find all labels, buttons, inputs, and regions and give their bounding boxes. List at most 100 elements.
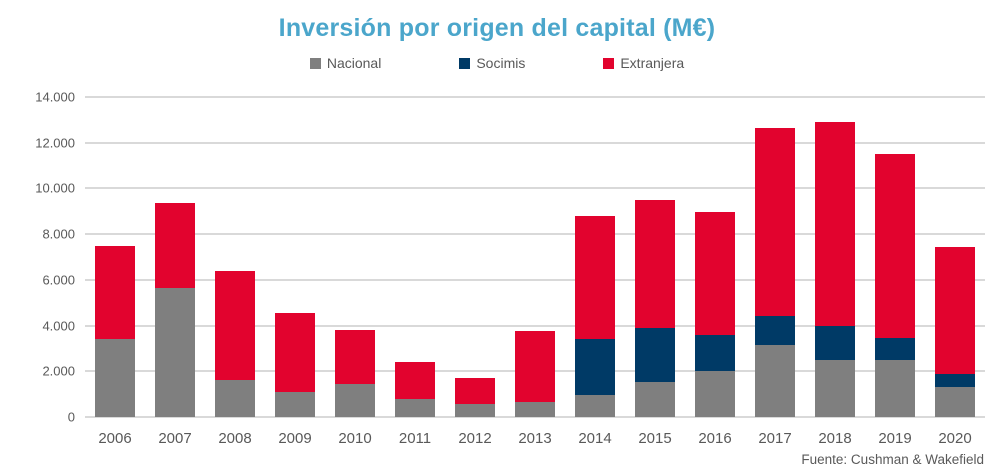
bar-segment-extranjera-2015 — [635, 199, 675, 328]
bar-stack-2011 — [395, 362, 435, 417]
x-axis-tick-2007: 2007 — [158, 430, 192, 447]
legend-label-extranjera: Extranjera — [620, 55, 685, 71]
x-axis-tick-2012: 2012 — [458, 430, 492, 447]
bar-column-2007: 2007 — [145, 97, 205, 447]
y-axis-tick-12.000: 12.000 — [35, 135, 75, 151]
bar-segment-extranjera-2008 — [215, 270, 255, 381]
bar-segment-nacional-2011 — [395, 398, 435, 417]
y-axis-tick-2.000: 2.000 — [42, 363, 75, 379]
bar-stack-2020 — [935, 246, 975, 417]
bar-segment-extranjera-2012 — [455, 378, 495, 405]
bar-segment-extranjera-2020 — [935, 246, 975, 374]
source-note: Fuente: Cushman & Wakefield — [801, 452, 984, 467]
bar-column-2018: 2018 — [805, 97, 865, 447]
bar-stack-2010 — [335, 330, 375, 417]
bar-segment-extranjera-2018 — [815, 122, 855, 326]
bar-column-2020: 2020 — [925, 97, 985, 447]
bar-column-2011: 2011 — [385, 97, 445, 447]
y-axis-tick-0: 0 — [67, 409, 75, 425]
x-axis-tick-2009: 2009 — [278, 430, 312, 447]
bar-stack-2009 — [275, 313, 315, 417]
y-axis-tick-10.000: 10.000 — [35, 180, 75, 196]
x-axis-tick-2015: 2015 — [638, 430, 672, 447]
bar-column-2010: 2010 — [325, 97, 385, 447]
bar-segment-extranjera-2017 — [755, 127, 795, 317]
bar-stack-2019 — [875, 154, 915, 417]
gridline-8.000 — [85, 233, 985, 236]
gridline-0 — [85, 416, 985, 418]
bar-column-2019: 2019 — [865, 97, 925, 447]
bar-segment-nacional-2008 — [215, 380, 255, 417]
bar-column-2006: 2006 — [85, 97, 145, 447]
bar-segment-extranjera-2016 — [695, 212, 735, 335]
legend-item-extranjera: Extranjera — [603, 55, 684, 71]
y-axis-tick-6.000: 6.000 — [42, 272, 75, 288]
bar-column-2009: 2009 — [265, 97, 325, 447]
bar-segment-socimis-2020 — [935, 373, 975, 388]
bar-segment-nacional-2010 — [335, 383, 375, 417]
y-axis-tick-8.000: 8.000 — [42, 226, 75, 242]
chart-legend: Nacional Socimis Extranjera — [0, 55, 994, 71]
bar-stack-2015 — [635, 199, 675, 417]
bar-segment-extranjera-2013 — [515, 331, 555, 403]
bar-stack-2008 — [215, 270, 255, 417]
y-axis-tick-4.000: 4.000 — [42, 318, 75, 334]
gridline-10.000 — [85, 187, 985, 190]
x-axis-tick-2010: 2010 — [338, 430, 372, 447]
bar-segment-nacional-2016 — [695, 371, 735, 417]
bar-segment-extranjera-2006 — [95, 245, 135, 340]
bar-stack-2012 — [455, 378, 495, 417]
bar-stack-2017 — [755, 127, 795, 417]
bar-stack-2006 — [95, 245, 135, 417]
legend-item-nacional: Nacional — [309, 55, 381, 71]
x-axis-tick-2006: 2006 — [98, 430, 132, 447]
bar-stack-2007 — [155, 203, 195, 417]
x-axis-tick-2020: 2020 — [938, 430, 972, 447]
bar-column-2017: 2017 — [745, 97, 805, 447]
bar-segment-socimis-2017 — [755, 316, 795, 345]
socimis-swatch-icon — [459, 57, 471, 69]
bar-segment-nacional-2007 — [155, 287, 195, 417]
bar-segment-extranjera-2019 — [875, 154, 915, 339]
bars-row: 2006 2007 2008 2009 2010 2011 2012 2013 2014 2015… — [85, 97, 985, 447]
bar-column-2013: 2013 — [505, 97, 565, 447]
bar-segment-nacional-2012 — [455, 404, 495, 417]
bar-segment-extranjera-2009 — [275, 313, 315, 392]
bar-segment-nacional-2018 — [815, 359, 855, 417]
bar-stack-2014 — [575, 215, 615, 417]
bar-stack-2013 — [515, 331, 555, 417]
bar-segment-nacional-2017 — [755, 345, 795, 417]
bar-segment-socimis-2014 — [575, 339, 615, 396]
bar-segment-socimis-2018 — [815, 325, 855, 360]
gridline-14.000 — [85, 96, 985, 98]
bar-segment-extranjera-2011 — [395, 362, 435, 399]
bar-segment-nacional-2009 — [275, 391, 315, 417]
x-axis-tick-2008: 2008 — [218, 430, 252, 447]
extranjera-swatch-icon — [603, 57, 615, 69]
x-axis-tick-2014: 2014 — [578, 430, 612, 447]
bar-segment-nacional-2019 — [875, 359, 915, 417]
bar-segment-extranjera-2007 — [155, 203, 195, 288]
bar-segment-nacional-2015 — [635, 381, 675, 417]
x-axis-tick-2011: 2011 — [398, 430, 432, 447]
bar-segment-nacional-2013 — [515, 402, 555, 417]
x-axis-tick-2017: 2017 — [758, 430, 792, 447]
y-axis-tick-14.000: 14.000 — [35, 89, 75, 105]
x-axis-tick-2018: 2018 — [818, 430, 852, 447]
bar-segment-extranjera-2014 — [575, 215, 615, 340]
bar-column-2014: 2014 — [565, 97, 625, 447]
gridline-12.000 — [85, 141, 985, 144]
chart-title: Inversión por origen del capital (M€) — [278, 14, 716, 42]
x-axis-tick-2019: 2019 — [878, 430, 912, 447]
x-axis-tick-2016: 2016 — [698, 430, 732, 447]
bar-segment-nacional-2006 — [95, 339, 135, 417]
bar-column-2015: 2015 — [625, 97, 685, 447]
gridline-4.000 — [85, 324, 985, 327]
gridline-6.000 — [85, 278, 985, 281]
bar-segment-socimis-2019 — [875, 338, 915, 360]
bar-segment-socimis-2015 — [635, 327, 675, 382]
bar-column-2016: 2016 — [685, 97, 745, 447]
bar-stack-2018 — [815, 122, 855, 417]
bar-segment-extranjera-2010 — [335, 330, 375, 384]
